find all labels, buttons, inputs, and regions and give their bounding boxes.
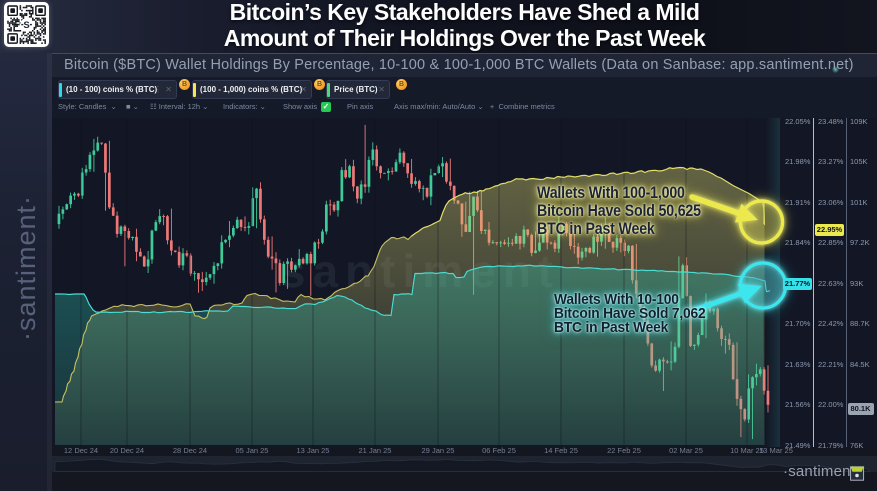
svg-text:S: S — [23, 20, 29, 31]
